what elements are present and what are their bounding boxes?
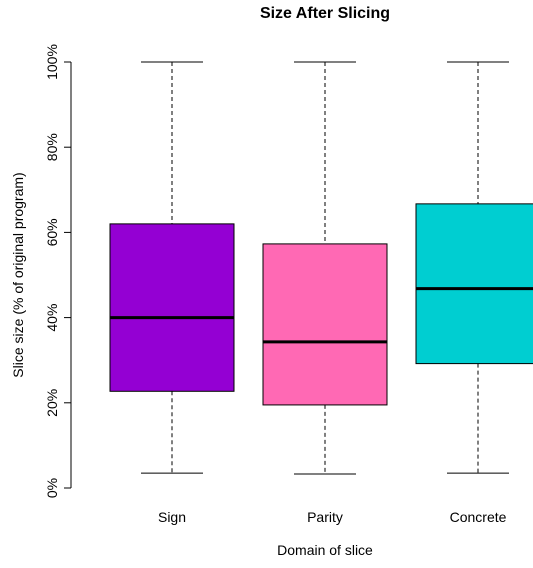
box-iqr xyxy=(262,243,388,406)
x-axis: Sign Parity Concrete xyxy=(158,509,507,525)
y-axis: 0% 20% 40% 60% 80% 100% xyxy=(44,44,72,498)
chart-title: Size After Slicing xyxy=(260,5,390,22)
x-tick-label: Concrete xyxy=(450,509,507,525)
x-tick-label: Parity xyxy=(307,509,343,525)
box-iqr xyxy=(109,223,235,392)
y-tick-label: 60% xyxy=(44,218,60,246)
y-tick-label: 0% xyxy=(44,478,60,498)
x-axis-label: Domain of slice xyxy=(277,542,373,558)
y-tick-label: 20% xyxy=(44,389,60,417)
box-parity xyxy=(262,61,388,475)
y-tick-label: 80% xyxy=(44,133,60,161)
boxplot-boxes xyxy=(109,61,533,475)
x-tick-label: Sign xyxy=(158,509,186,525)
y-tick-label: 40% xyxy=(44,304,60,332)
box-iqr xyxy=(415,203,533,365)
y-axis-label: Slice size (% of original program) xyxy=(10,172,26,377)
box-concrete xyxy=(415,61,533,474)
y-tick-label: 100% xyxy=(44,44,60,80)
box-sign xyxy=(109,61,235,474)
